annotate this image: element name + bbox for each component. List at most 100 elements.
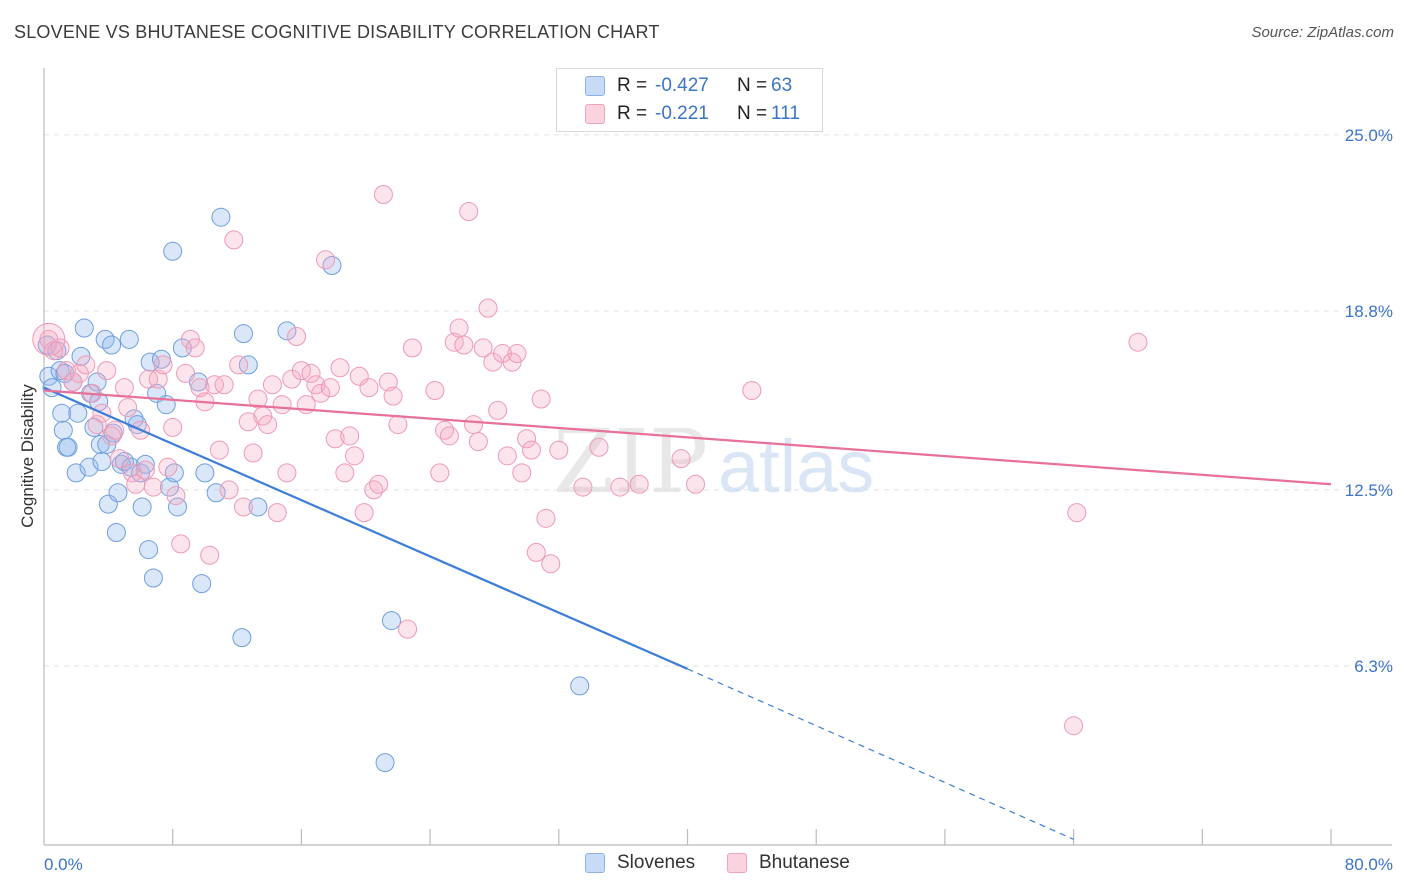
n-label: N = bbox=[737, 75, 768, 96]
data-point-slovenes bbox=[570, 676, 590, 696]
data-point-bhutanese bbox=[330, 358, 350, 378]
data-point-bhutanese bbox=[610, 477, 630, 497]
data-point-slovenes bbox=[248, 497, 268, 517]
data-point-slovenes bbox=[381, 611, 401, 631]
data-point-bhutanese bbox=[214, 375, 234, 395]
series-slovenes bbox=[37, 207, 590, 773]
trend-line-bhutanese bbox=[43, 389, 1332, 486]
data-point-slovenes bbox=[103, 423, 123, 443]
data-point-slovenes bbox=[68, 403, 88, 423]
source-label: Source: ZipAtlas.com bbox=[1251, 24, 1394, 41]
data-point-bhutanese bbox=[139, 369, 159, 389]
data-point-bhutanese bbox=[541, 554, 561, 574]
series-bhutanese bbox=[32, 184, 1148, 736]
legend-swatch-bhutanese bbox=[585, 104, 605, 124]
data-point-bhutanese bbox=[742, 380, 762, 400]
stats-legend: R = -0.427 N = 63 R = -0.221 N = 111 bbox=[556, 68, 823, 132]
tick-labels: 6.3% 12.5% 18.8% 25.0% 0.0% 80.0% bbox=[44, 126, 1393, 874]
data-point-bhutanese bbox=[507, 344, 527, 364]
data-point-bhutanese bbox=[536, 508, 556, 528]
trend-extension-slovenes bbox=[687, 668, 1074, 840]
data-point-bhutanese bbox=[1067, 503, 1087, 523]
data-point-slovenes bbox=[52, 403, 72, 423]
data-point-bhutanese bbox=[176, 363, 196, 383]
data-point-bhutanese bbox=[87, 415, 107, 435]
legend-row-bhutanese: R = -0.221 N = 111 bbox=[585, 102, 800, 126]
x-tick-label: 0.0% bbox=[44, 855, 83, 874]
data-point-bhutanese bbox=[243, 443, 263, 463]
data-point-bhutanese bbox=[359, 378, 379, 398]
data-point-bhutanese bbox=[158, 457, 178, 477]
y-tick-label: 25.0% bbox=[1345, 126, 1393, 145]
data-point-bhutanese bbox=[1064, 716, 1084, 736]
axes bbox=[43, 68, 1392, 846]
watermark: ZIP atlas bbox=[553, 410, 874, 513]
data-point-bhutanese bbox=[267, 503, 287, 523]
data-point-bhutanese bbox=[454, 335, 474, 355]
data-point-bhutanese bbox=[190, 378, 210, 398]
legend-label-bhutanese: Bhutanese bbox=[759, 852, 850, 873]
data-point-slovenes bbox=[74, 318, 94, 338]
y-tick-label: 12.5% bbox=[1345, 481, 1393, 500]
chart-title: SLOVENE VS BHUTANESE COGNITIVE DISABILIT… bbox=[14, 22, 660, 42]
data-point-slovenes bbox=[106, 523, 126, 543]
data-point-bhutanese bbox=[671, 449, 691, 469]
legend-label-slovenes: Slovenes bbox=[617, 852, 696, 873]
data-point-bhutanese bbox=[388, 415, 408, 435]
data-point-bhutanese bbox=[76, 355, 96, 375]
r-value: -0.221 bbox=[655, 103, 709, 124]
data-point-bhutanese bbox=[163, 417, 183, 437]
data-point-slovenes bbox=[192, 574, 212, 594]
legend-item-slovenes[interactable]: Slovenes bbox=[585, 852, 695, 874]
legend-item-bhutanese[interactable]: Bhutanese bbox=[727, 852, 850, 874]
data-point-bhutanese bbox=[301, 363, 321, 383]
data-point-bhutanese bbox=[468, 432, 488, 452]
data-point-bhutanese bbox=[521, 440, 541, 460]
n-value: 63 bbox=[771, 75, 793, 96]
data-point-slovenes bbox=[79, 457, 99, 477]
data-point-bhutanese bbox=[488, 400, 508, 420]
data-point-bhutanese bbox=[589, 437, 609, 457]
y-axis-label: Cognitive Disability bbox=[18, 384, 37, 528]
data-point-bhutanese bbox=[320, 378, 340, 398]
trend-line-slovenes bbox=[43, 386, 688, 670]
data-point-slovenes bbox=[132, 497, 152, 517]
data-point-bhutanese bbox=[143, 477, 163, 497]
data-point-bhutanese bbox=[459, 202, 479, 222]
data-point-bhutanese bbox=[573, 477, 593, 497]
data-point-bhutanese bbox=[272, 395, 292, 415]
data-point-slovenes bbox=[233, 324, 253, 344]
data-point-bhutanese bbox=[105, 420, 125, 440]
y-tick-label: 18.8% bbox=[1345, 302, 1393, 321]
data-point-slovenes bbox=[375, 753, 395, 773]
series-legend: Slovenes Bhutanese bbox=[0, 852, 1406, 876]
legend-row-slovenes: R = -0.427 N = 63 bbox=[585, 74, 792, 98]
data-point-bhutanese bbox=[439, 426, 459, 446]
data-point-bhutanese bbox=[229, 355, 249, 375]
data-point-bhutanese bbox=[686, 474, 706, 494]
data-point-slovenes bbox=[277, 321, 297, 341]
data-point-bhutanese bbox=[224, 230, 244, 250]
data-point-bhutanese bbox=[277, 463, 297, 483]
data-point-bhutanese bbox=[344, 446, 364, 466]
y-tick-label: 6.3% bbox=[1354, 657, 1393, 676]
data-point-bhutanese bbox=[110, 449, 130, 469]
data-point-slovenes bbox=[108, 483, 128, 503]
r-label: R = bbox=[617, 75, 648, 96]
data-point-bhutanese bbox=[369, 474, 389, 494]
data-point-bhutanese bbox=[464, 415, 484, 435]
data-point-slovenes bbox=[139, 540, 159, 560]
data-point-slovenes bbox=[211, 207, 231, 227]
data-point-slovenes bbox=[163, 241, 183, 261]
data-point-bhutanese bbox=[517, 429, 537, 449]
data-point-bhutanese bbox=[135, 460, 155, 480]
data-point-bhutanese bbox=[32, 322, 66, 356]
data-point-slovenes bbox=[84, 417, 104, 437]
data-point-bhutanese bbox=[148, 369, 168, 389]
data-point-bhutanese bbox=[114, 378, 134, 398]
data-point-bhutanese bbox=[233, 497, 253, 517]
data-point-bhutanese bbox=[200, 545, 220, 565]
data-point-bhutanese bbox=[102, 426, 122, 446]
data-point-bhutanese bbox=[497, 446, 517, 466]
data-point-bhutanese bbox=[373, 184, 393, 204]
